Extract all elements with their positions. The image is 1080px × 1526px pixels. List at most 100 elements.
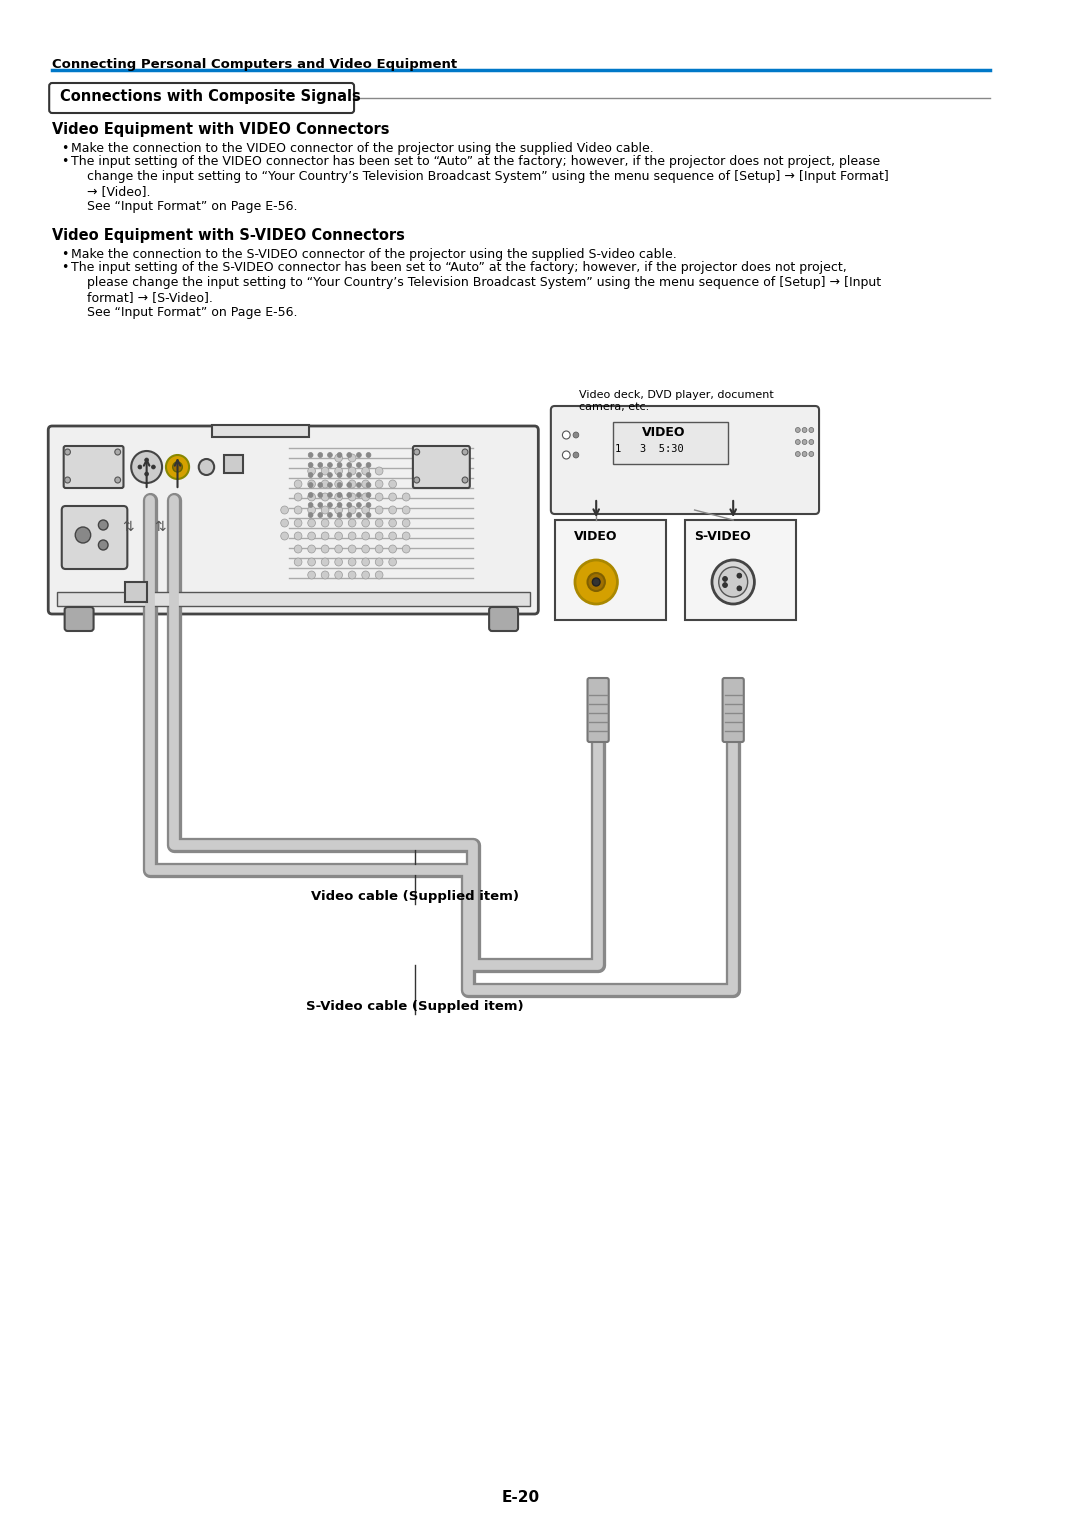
Text: Make the connection to the S-VIDEO connector of the projector using the supplied: Make the connection to the S-VIDEO conne… (71, 249, 677, 261)
Circle shape (362, 481, 369, 488)
Circle shape (145, 472, 149, 476)
Circle shape (335, 507, 342, 514)
Circle shape (321, 571, 329, 578)
Circle shape (362, 519, 369, 526)
Circle shape (65, 478, 70, 484)
Circle shape (337, 482, 342, 487)
Circle shape (356, 513, 362, 517)
Circle shape (321, 533, 329, 540)
Circle shape (356, 493, 362, 497)
Circle shape (308, 482, 313, 487)
Circle shape (389, 519, 396, 526)
Circle shape (347, 453, 352, 458)
Circle shape (337, 473, 342, 478)
Circle shape (356, 482, 362, 487)
Text: Make the connection to the VIDEO connector of the projector using the supplied V: Make the connection to the VIDEO connect… (71, 142, 654, 156)
Circle shape (366, 453, 370, 458)
FancyBboxPatch shape (723, 678, 744, 742)
Text: Video Equipment with S-VIDEO Connectors: Video Equipment with S-VIDEO Connectors (52, 227, 405, 243)
Circle shape (65, 449, 70, 455)
Circle shape (375, 481, 383, 488)
Circle shape (337, 513, 342, 517)
Circle shape (318, 453, 323, 458)
Circle shape (414, 449, 420, 455)
FancyBboxPatch shape (489, 607, 518, 630)
Text: Video deck, DVD player, document
camera, etc.: Video deck, DVD player, document camera,… (579, 391, 773, 412)
Circle shape (318, 462, 323, 467)
Circle shape (318, 493, 323, 497)
Circle shape (308, 533, 315, 540)
Circle shape (348, 559, 356, 566)
Circle shape (98, 520, 108, 530)
Circle shape (366, 513, 370, 517)
Circle shape (335, 571, 342, 578)
Circle shape (347, 462, 352, 467)
Circle shape (362, 571, 369, 578)
Text: S-VIDEO: S-VIDEO (694, 530, 752, 543)
Circle shape (402, 545, 410, 552)
Circle shape (462, 449, 468, 455)
Circle shape (362, 507, 369, 514)
Circle shape (347, 513, 352, 517)
Text: Video Equipment with VIDEO Connectors: Video Equipment with VIDEO Connectors (52, 122, 390, 137)
Circle shape (76, 526, 91, 543)
Circle shape (592, 578, 600, 586)
Circle shape (308, 507, 315, 514)
Bar (57, 592, 529, 606)
Circle shape (347, 482, 352, 487)
Circle shape (347, 502, 352, 508)
Circle shape (327, 453, 333, 458)
Circle shape (362, 467, 369, 475)
Circle shape (294, 559, 302, 566)
Text: The input setting of the VIDEO connector has been set to “Auto” at the factory; : The input setting of the VIDEO connector… (71, 156, 889, 214)
Bar (685, 520, 796, 620)
Circle shape (308, 571, 315, 578)
Circle shape (718, 568, 747, 597)
FancyBboxPatch shape (413, 446, 470, 488)
Text: Connections with Composite Signals: Connections with Composite Signals (59, 89, 361, 104)
Circle shape (335, 545, 342, 552)
Circle shape (131, 452, 162, 484)
Circle shape (402, 519, 410, 526)
Circle shape (294, 493, 302, 501)
Circle shape (337, 502, 342, 508)
Circle shape (389, 559, 396, 566)
Circle shape (337, 493, 342, 497)
Circle shape (98, 540, 108, 549)
Circle shape (294, 545, 302, 552)
Circle shape (335, 467, 342, 475)
Circle shape (362, 493, 369, 501)
Circle shape (366, 482, 370, 487)
Circle shape (308, 502, 313, 508)
Circle shape (138, 465, 141, 468)
Circle shape (327, 482, 333, 487)
Text: •: • (60, 261, 68, 275)
Text: •: • (60, 142, 68, 156)
Circle shape (375, 467, 383, 475)
Circle shape (356, 453, 362, 458)
Circle shape (414, 478, 420, 484)
Circle shape (389, 533, 396, 540)
Circle shape (575, 560, 618, 604)
Circle shape (166, 455, 189, 479)
Circle shape (114, 478, 121, 484)
Circle shape (335, 519, 342, 526)
Circle shape (308, 513, 313, 517)
Circle shape (335, 455, 342, 462)
Circle shape (375, 507, 383, 514)
Circle shape (151, 465, 156, 468)
Circle shape (308, 493, 315, 501)
Circle shape (327, 513, 333, 517)
FancyBboxPatch shape (588, 678, 609, 742)
Circle shape (281, 519, 288, 526)
Circle shape (145, 458, 149, 462)
Circle shape (308, 473, 313, 478)
Circle shape (327, 473, 333, 478)
Circle shape (809, 439, 813, 444)
Circle shape (318, 473, 323, 478)
Circle shape (802, 452, 807, 456)
Circle shape (321, 559, 329, 566)
Circle shape (348, 571, 356, 578)
Circle shape (348, 545, 356, 552)
Circle shape (402, 493, 410, 501)
